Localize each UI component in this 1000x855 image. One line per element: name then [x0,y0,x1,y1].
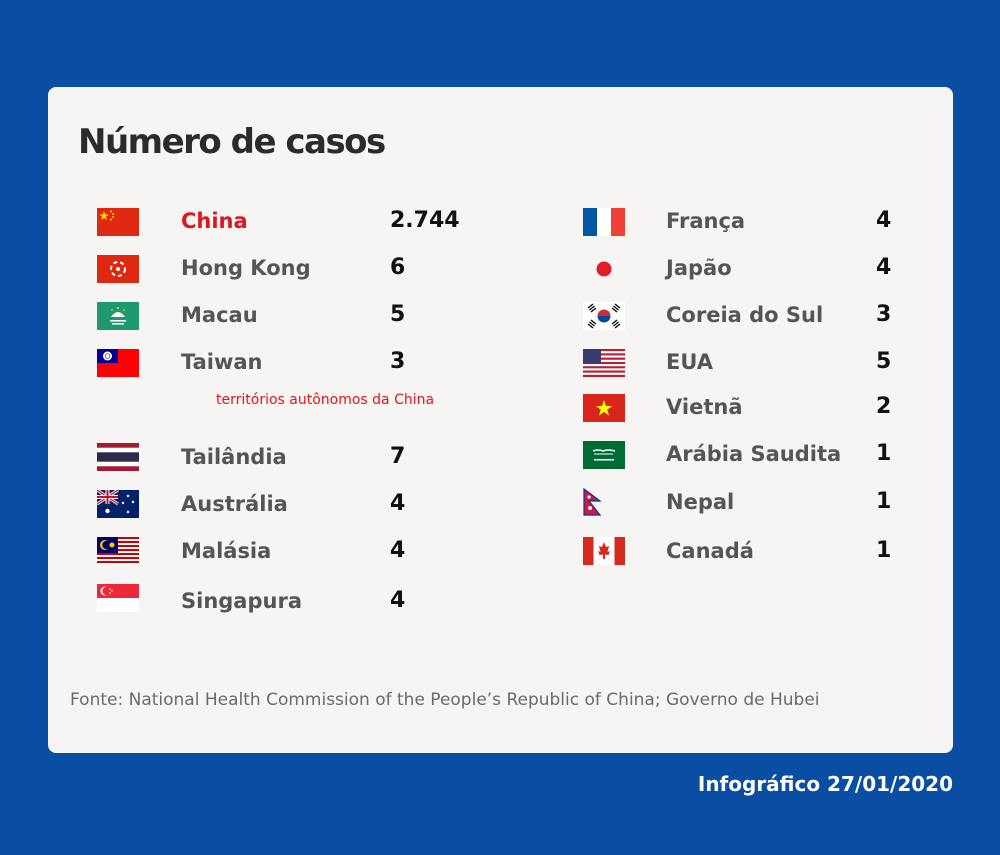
case-count-thailand: 7 [390,444,406,469]
malaysia-flag-icon [97,537,139,565]
infographic-date: Infográfico 27/01/2020 [697,772,953,796]
australia-flag-icon [97,490,139,518]
case-count-vietnam: 2 [876,394,892,419]
taiwan-flag-icon [97,349,139,377]
usa-flag-icon [583,349,625,377]
source-label: Fonte: [70,690,124,710]
case-count-japan: 4 [876,255,892,280]
country-name-usa: EUA [666,350,714,374]
country-name-singapore: Singapura [181,589,302,613]
case-count-australia: 4 [390,491,406,516]
case-count-hong-kong: 6 [390,255,406,280]
thailand-flag-icon [97,443,139,471]
country-name-taiwan: Taiwan [181,350,263,374]
case-count-south-korea: 3 [876,302,892,327]
case-count-canada: 1 [876,538,892,563]
case-count-taiwan: 3 [390,349,406,374]
singapore-flag-icon [97,584,139,612]
case-count-france: 4 [876,208,892,233]
japan-flag-icon [583,255,625,283]
autonomous-territories-note: territórios autônomos da China [216,392,435,408]
case-count-usa: 5 [876,349,892,374]
case-count-nepal: 1 [876,489,892,514]
country-name-south-korea: Coreia do Sul [666,303,824,327]
canada-flag-icon [583,537,625,565]
south-korea-flag-icon [583,302,625,330]
country-name-canada: Canadá [666,539,754,563]
vietnam-flag-icon [583,394,625,422]
macau-flag-icon [97,302,139,330]
country-name-hong-kong: Hong Kong [181,256,311,280]
case-count-macau: 5 [390,302,406,327]
cases-card: Número de casos China 2.744 Hong Kong 6 … [48,87,953,753]
hong-kong-flag-icon [97,255,139,283]
country-name-malaysia: Malásia [181,539,272,563]
source-note: Fonte: National Health Commission of the… [70,690,820,710]
country-name-vietnam: Vietnã [666,395,743,419]
case-count-china: 2.744 [390,208,460,233]
source-text: National Health Commission of the People… [128,690,820,710]
country-name-china: China [181,209,248,233]
france-flag-icon [583,208,625,236]
china-flag-icon [97,208,139,236]
country-name-nepal: Nepal [666,490,735,514]
country-name-macau: Macau [181,303,258,327]
country-name-france: França [666,209,746,233]
nepal-flag-icon [583,488,625,516]
page-title: Número de casos [78,122,386,162]
saudi-arabia-flag-icon [583,441,625,469]
country-name-australia: Austrália [181,492,288,516]
case-count-saudi-arabia: 1 [876,441,892,466]
case-count-singapore: 4 [390,588,406,613]
country-name-saudi-arabia: Arábia Saudita [666,442,842,466]
country-name-thailand: Tailândia [181,445,287,469]
case-count-malaysia: 4 [390,538,406,563]
country-name-japan: Japão [666,256,732,280]
